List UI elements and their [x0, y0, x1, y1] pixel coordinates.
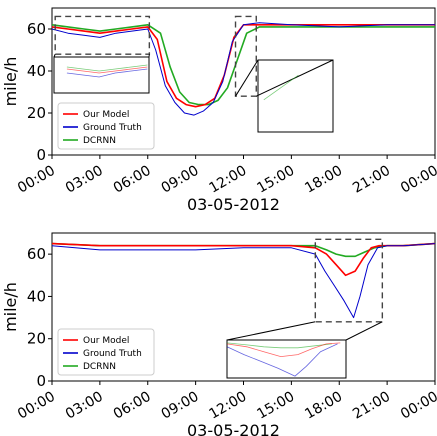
zoom-inset-1: [53, 56, 150, 94]
x-tick-label: 15:00: [254, 163, 297, 197]
y-tick-label: 20: [27, 330, 46, 348]
zoom-series-line: [226, 342, 332, 349]
zoom-region-1: [54, 15, 151, 55]
x-tick-label: 12:00: [207, 163, 250, 197]
y-tick-label: 0: [36, 372, 46, 390]
x-tick-label: 00:00: [398, 163, 437, 197]
x-tick-label: 03:00: [63, 163, 106, 197]
y-tick-label: 0: [36, 146, 46, 164]
x-axis-label: 03-05-2012: [187, 195, 280, 214]
x-tick-label: 18:00: [302, 389, 345, 423]
legend-label-3: DCRNN: [83, 362, 116, 372]
series-line-2: [51, 22, 435, 116]
y-tick-label: 40: [27, 62, 46, 80]
x-tick-label: 09:00: [159, 389, 202, 423]
zoom-series-line: [66, 68, 148, 78]
series-line-3: [51, 23, 435, 106]
legend-label-2: Ground Truth: [83, 123, 142, 133]
series-line-1: [51, 23, 435, 108]
zoom-series-line: [66, 64, 148, 72]
zoom-connector: [226, 321, 316, 341]
x-tick-label: 06:00: [111, 163, 154, 197]
legend-label-2: Ground Truth: [83, 349, 142, 359]
zoom-series-line: [226, 343, 338, 377]
y-axis-label: mile/h: [1, 282, 20, 332]
y-tick-label: 20: [27, 104, 46, 122]
x-tick-label: 21:00: [350, 389, 393, 423]
x-tick-label: 00:00: [15, 389, 58, 423]
legend-label-1: Our Model: [83, 336, 129, 346]
x-tick-label: 06:00: [111, 389, 154, 423]
zoom-series-line: [226, 342, 341, 358]
y-axis-label: mile/h: [1, 57, 20, 107]
x-tick-label: 00:00: [398, 389, 437, 423]
x-axis-label: 03-05-2012: [187, 421, 280, 436]
y-tick-label: 60: [27, 20, 46, 38]
zoom-connector: [345, 321, 383, 341]
legend: [57, 328, 155, 376]
x-tick-label: 21:00: [350, 163, 393, 197]
x-tick-label: 18:00: [302, 163, 345, 197]
x-tick-label: 09:00: [159, 163, 202, 197]
x-tick-label: 15:00: [254, 389, 297, 423]
series-line-2: [51, 243, 436, 319]
legend-label-1: Our Model: [83, 110, 129, 120]
y-tick-label: 60: [27, 245, 46, 263]
legend-label-3: DCRNN: [83, 136, 116, 146]
zoom-connector: [53, 54, 56, 58]
zoom-region-2: [234, 15, 257, 97]
zoom-connector: [235, 59, 259, 97]
zoom-inset-2: [257, 59, 334, 133]
legend: [57, 102, 155, 150]
x-tick-label: 12:00: [207, 389, 250, 423]
zoom-region-1: [314, 238, 384, 323]
zoom-series-line: [263, 74, 299, 101]
y-tick-label: 40: [27, 287, 46, 305]
x-tick-label: 03:00: [63, 389, 106, 423]
zoom-series-line: [66, 66, 148, 74]
zoom-inset-1: [226, 339, 347, 379]
x-tick-label: 00:00: [15, 163, 58, 197]
